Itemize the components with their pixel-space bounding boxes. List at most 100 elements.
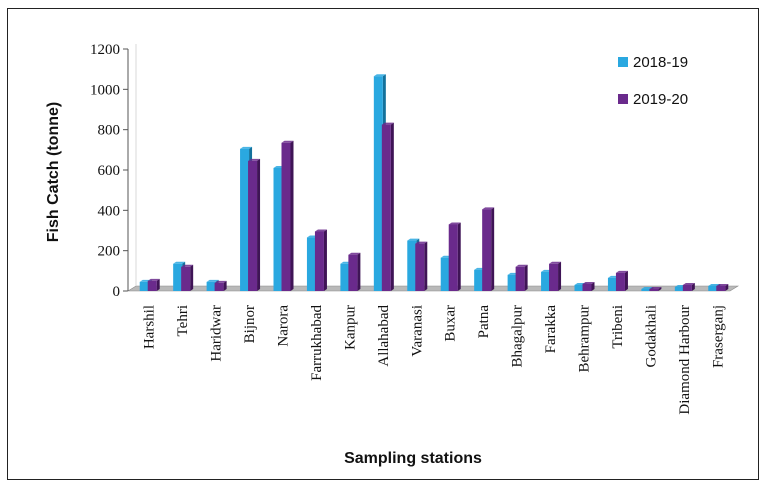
y-tick-label: 200 xyxy=(98,244,121,260)
bar xyxy=(147,278,160,291)
bar-top xyxy=(281,140,294,143)
bar-top xyxy=(549,261,562,264)
bar-side xyxy=(290,140,294,291)
bar-front xyxy=(381,124,391,291)
bar-side xyxy=(658,286,662,291)
bar xyxy=(214,280,227,291)
bar xyxy=(682,282,695,291)
bar xyxy=(281,140,294,291)
bar xyxy=(649,286,662,291)
bar-front xyxy=(348,254,358,291)
bar-front xyxy=(407,240,417,291)
bar-front xyxy=(214,282,224,291)
bar xyxy=(482,207,495,291)
bar-front xyxy=(281,142,291,291)
bar-front xyxy=(373,76,383,291)
bar xyxy=(415,241,428,291)
bar xyxy=(716,283,729,291)
bar-front xyxy=(181,266,191,291)
x-tick-label: Buxar xyxy=(443,305,459,342)
bar-side xyxy=(624,270,628,291)
bar-top xyxy=(582,281,595,284)
bar-top xyxy=(240,146,253,149)
x-tick-label: Patna xyxy=(476,305,492,339)
bar-top xyxy=(716,283,729,286)
bar-front xyxy=(582,283,592,291)
x-tick-label: Harshil xyxy=(142,305,158,349)
y-axis-ticks: 0 200 400 600 800 1000 1200 xyxy=(90,42,128,300)
bar-top xyxy=(682,282,695,285)
legend-label: 2018-19 xyxy=(633,54,688,71)
x-tick-label: Kanpur xyxy=(342,305,358,350)
bar-front xyxy=(615,272,625,291)
bar-front xyxy=(440,257,450,291)
bar-side xyxy=(691,282,695,291)
legend-swatch xyxy=(618,57,628,67)
x-tick-label: Godakhali xyxy=(643,305,659,367)
bar-side xyxy=(457,222,461,291)
bar-front xyxy=(206,281,216,291)
bar-top xyxy=(482,207,495,210)
bar-front xyxy=(515,266,525,291)
bar-side xyxy=(524,264,528,291)
bar-front xyxy=(314,231,324,291)
bar-top xyxy=(314,229,327,232)
bar-top xyxy=(173,261,186,264)
bar-top xyxy=(448,222,461,225)
bar xyxy=(582,281,595,291)
bar-top xyxy=(206,279,219,282)
bar-side xyxy=(725,283,729,291)
x-tick-label: Allahabad xyxy=(376,305,392,367)
bar-top xyxy=(649,286,662,289)
bar-top xyxy=(381,122,394,125)
bar-front xyxy=(574,284,584,291)
bar-side xyxy=(223,280,227,291)
bar-front xyxy=(649,288,659,291)
bar-top xyxy=(248,158,261,161)
x-tick-label: Bijnor xyxy=(242,305,258,343)
x-tick-label: Fraserganj xyxy=(710,305,726,368)
y-tick-label: 1000 xyxy=(90,82,120,98)
bar xyxy=(615,270,628,291)
bar xyxy=(348,252,361,291)
bar-front xyxy=(139,281,149,291)
bar-top xyxy=(214,280,227,283)
bar-side xyxy=(257,158,261,291)
bar-side xyxy=(491,207,495,291)
bar xyxy=(549,261,562,291)
bar-front xyxy=(340,263,350,291)
bar xyxy=(314,229,327,291)
bar-front xyxy=(549,263,559,291)
bar-front xyxy=(415,243,425,291)
y-axis-title: Fish Catch (tonne) xyxy=(45,102,62,242)
bar-front xyxy=(173,263,183,291)
bar-side xyxy=(156,278,160,291)
chart-floor xyxy=(126,44,740,292)
bar-front xyxy=(607,277,617,291)
bar-side xyxy=(357,252,361,291)
bar xyxy=(381,122,394,291)
bar-front xyxy=(248,160,258,291)
bar-front xyxy=(708,285,718,291)
bar-front xyxy=(273,167,283,291)
y-tick-label: 400 xyxy=(98,203,121,219)
y-tick-label: 0 xyxy=(113,284,121,300)
bar-front xyxy=(541,271,551,291)
bar xyxy=(515,264,528,291)
bar-top xyxy=(615,270,628,273)
x-tick-label: Bhagalpur xyxy=(510,305,526,367)
y-tick-label: 800 xyxy=(98,123,121,139)
bar-front xyxy=(448,224,458,291)
bar-top xyxy=(407,238,420,241)
x-tick-label: Haridwar xyxy=(209,305,225,362)
bar-front xyxy=(306,237,316,291)
bar-front xyxy=(641,288,651,291)
x-tick-label: Narora xyxy=(276,305,292,347)
x-axis-ticks: Harshil Tehri Haridwar Bijnor Narora Farrukha… xyxy=(142,305,727,415)
x-tick-label: Tribeni xyxy=(610,305,626,349)
legend-label: 2019-20 xyxy=(633,91,688,108)
bar-side xyxy=(424,241,428,291)
legend-swatch xyxy=(618,94,628,104)
bar xyxy=(248,158,261,291)
bar-front xyxy=(674,286,684,291)
